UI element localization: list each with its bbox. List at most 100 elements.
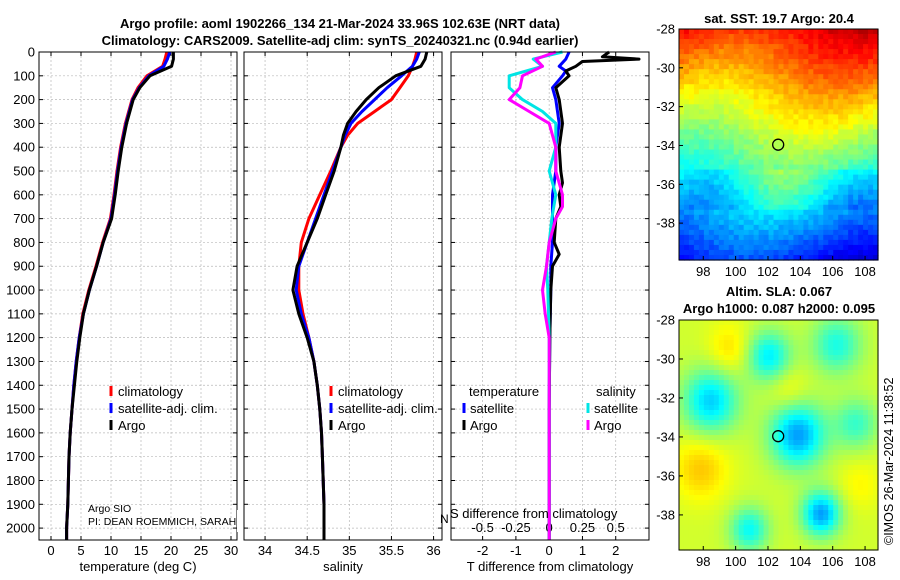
heatmap-cell <box>843 370 849 376</box>
heatmap-cell <box>748 450 755 456</box>
heatmap-cell <box>803 164 809 171</box>
heatmap-cell <box>758 94 765 100</box>
heatmap-cell <box>833 109 839 115</box>
heatmap-cell <box>693 154 700 161</box>
heatmap-cell <box>848 415 854 421</box>
heatmap-cell <box>863 480 869 486</box>
heatmap-cell <box>753 340 760 346</box>
heatmap-cell <box>773 59 780 65</box>
heatmap-cell <box>818 244 824 251</box>
heatmap-cell <box>679 370 685 376</box>
heatmap-cell <box>813 335 819 341</box>
heatmap-cell <box>788 520 795 526</box>
heatmap-cell <box>848 505 854 511</box>
heatmap-cell <box>698 540 705 546</box>
heatmap-cell <box>679 149 685 156</box>
heatmap-cell <box>738 495 745 501</box>
heatmap-cell <box>793 194 799 201</box>
sst-ticks: 98 100 102 104 106 108-28-30-32-34-36-38 <box>656 22 876 280</box>
heatmap-cell <box>858 219 864 226</box>
heatmap-cell <box>818 134 824 141</box>
heatmap-cell <box>813 124 819 131</box>
heatmap-cell <box>753 94 760 100</box>
heatmap-cell <box>733 84 740 90</box>
heatmap-cell <box>703 84 710 90</box>
heatmap-cell <box>718 365 725 371</box>
heatmap-cell <box>858 64 864 70</box>
heatmap-cell <box>808 325 814 331</box>
heatmap-cell <box>683 475 690 481</box>
heatmap-cell <box>758 129 765 136</box>
heatmap-cell <box>748 174 755 181</box>
heatmap-cell <box>713 209 720 216</box>
heatmap-cell <box>818 400 824 406</box>
heatmap-cell <box>788 154 795 161</box>
heatmap-cell <box>743 405 750 411</box>
heatmap-cell <box>723 189 730 196</box>
heatmap-cell <box>713 355 720 361</box>
heatmap-cell <box>823 154 829 161</box>
heatmap-cell <box>698 510 705 516</box>
heatmap-cell <box>713 465 720 471</box>
heatmap-cell <box>863 234 869 241</box>
heatmap-cell <box>798 89 804 95</box>
heatmap-cell <box>748 325 755 331</box>
heatmap-cell <box>748 59 755 65</box>
heatmap-cell <box>683 340 690 346</box>
heatmap-cell <box>868 385 874 391</box>
heatmap-cell <box>828 470 834 476</box>
heatmap-cell <box>823 39 829 45</box>
heatmap-cell <box>733 234 740 241</box>
heatmap-cell <box>723 530 730 536</box>
heatmap-cell <box>808 470 814 476</box>
heatmap-cell <box>688 199 695 206</box>
heatmap-cell <box>728 350 735 356</box>
heatmap-cell <box>723 69 730 75</box>
heatmap-cell <box>713 159 720 166</box>
heatmap-cell <box>743 204 750 211</box>
heatmap-cell <box>703 64 710 70</box>
heatmap-cell <box>763 480 770 486</box>
heatmap-cell <box>778 169 785 176</box>
heatmap-cell <box>743 249 750 256</box>
heatmap-cell <box>863 460 869 466</box>
heatmap-cell <box>798 515 804 521</box>
heatmap-cell <box>803 214 809 221</box>
heatmap-cell <box>783 450 790 456</box>
heatmap-cell <box>718 79 725 85</box>
heatmap-cell <box>688 490 695 496</box>
heatmap-cell <box>753 470 760 476</box>
heatmap-cell <box>808 370 814 376</box>
heatmap-cell <box>788 134 795 141</box>
heatmap-cell <box>868 455 874 461</box>
heatmap-cell <box>758 104 765 110</box>
heatmap-cell <box>788 149 795 156</box>
heatmap-cell <box>863 470 869 476</box>
heatmap-cell <box>758 54 765 60</box>
heatmap-cell <box>838 360 844 366</box>
heatmap-cell <box>838 194 844 201</box>
heatmap-cell <box>823 204 829 211</box>
heatmap-cell <box>743 320 750 326</box>
heatmap-cell <box>679 335 685 341</box>
heatmap-cell <box>808 159 814 166</box>
heatmap-cell <box>813 395 819 401</box>
heatmap-cell <box>738 370 745 376</box>
heatmap-cell <box>763 69 770 75</box>
heatmap-cell <box>863 505 869 511</box>
heatmap-cell <box>798 229 804 236</box>
heatmap-cell <box>868 29 874 35</box>
heatmap-cell <box>688 44 695 50</box>
heatmap-cell <box>858 49 864 55</box>
heatmap-cell <box>688 54 695 60</box>
heatmap-cell <box>823 350 829 356</box>
heatmap-cell <box>853 355 859 361</box>
heatmap-cell <box>679 179 685 186</box>
heatmap-cell <box>853 184 859 191</box>
heatmap-cell <box>833 335 839 341</box>
heatmap-cell <box>693 39 700 45</box>
heatmap-cell <box>713 239 720 246</box>
heatmap-cell <box>688 465 695 471</box>
y-tick-label: 1700 <box>6 449 35 464</box>
heatmap-cell <box>788 124 795 131</box>
